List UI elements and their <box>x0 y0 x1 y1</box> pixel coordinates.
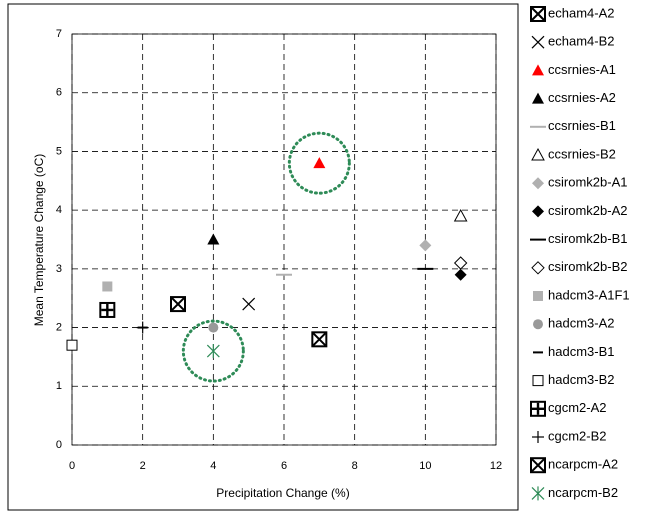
marker-shape <box>66 339 78 351</box>
plot-frame <box>7 3 519 511</box>
y-tick-label: 4 <box>56 204 62 216</box>
legend-marker <box>533 291 543 301</box>
legend-marker <box>531 35 545 49</box>
y-tick-label: 1 <box>56 380 62 392</box>
marker-stroke <box>531 7 545 21</box>
marker-stroke <box>312 332 327 347</box>
point <box>66 339 78 351</box>
point <box>453 208 468 222</box>
legend-label: hadcm3-B2 <box>548 372 614 387</box>
marker-stroke <box>531 35 545 49</box>
legend-label: ccsrnies-A2 <box>548 90 616 105</box>
marker-shape <box>532 64 544 76</box>
plot-area <box>71 33 497 446</box>
legend-label: hadcm3-A2 <box>548 316 614 331</box>
marker-stroke <box>171 297 185 311</box>
point <box>136 321 149 334</box>
point <box>311 331 328 348</box>
legend-marker <box>532 177 544 190</box>
y-tick-label: 5 <box>56 145 62 157</box>
marker-shape <box>532 177 544 190</box>
marker-shape <box>531 147 545 161</box>
legend-marker <box>533 319 543 330</box>
marker-shape <box>453 208 468 222</box>
point <box>170 296 186 313</box>
legend-label: csiromk2b-B1 <box>548 231 627 246</box>
legend-label: csiromk2b-B2 <box>548 259 627 274</box>
legend-label: hadcm3-B1 <box>548 344 614 359</box>
marker-shape <box>532 375 544 387</box>
legend-marker <box>532 64 544 76</box>
highlight-ring <box>181 319 245 383</box>
x-tick-label: 6 <box>281 460 287 472</box>
legend-label: csiromk2b-A2 <box>548 203 627 218</box>
marker-shape <box>531 261 545 275</box>
highlight-ring <box>287 131 351 195</box>
legend-label: csiromk2b-A1 <box>548 175 627 190</box>
marker-shape <box>207 233 220 245</box>
legend-marker <box>531 147 545 161</box>
y-tick-label: 7 <box>56 28 62 40</box>
x-tick-label: 10 <box>419 460 431 472</box>
legend-marker <box>532 92 544 104</box>
y-tick-label: 0 <box>56 439 62 451</box>
y-tick-label: 6 <box>56 87 62 99</box>
point <box>102 281 113 292</box>
legend-label: cgcm2-B2 <box>548 428 607 443</box>
legend-label: ccsrnies-B2 <box>548 146 616 161</box>
x-tick-label: 4 <box>210 460 216 472</box>
y-tick-label: 2 <box>56 321 62 333</box>
marker-shape <box>454 268 467 281</box>
x-tick-label: 12 <box>490 460 502 472</box>
point <box>99 301 116 318</box>
marker-stroke <box>531 458 545 472</box>
point <box>242 297 256 311</box>
marker-shape <box>313 157 326 169</box>
marker-shape <box>533 291 543 301</box>
legend-marker <box>532 431 544 443</box>
x-tick-label: 8 <box>352 460 358 472</box>
legend-label: ncarpcm-B2 <box>548 485 618 500</box>
legend-label: echam4-A2 <box>548 5 614 20</box>
x-tick-label: 0 <box>69 460 75 472</box>
point <box>206 344 220 359</box>
legend-marker <box>530 457 546 474</box>
legend-marker <box>532 205 544 218</box>
marker-shape <box>532 205 544 218</box>
legend-label: ncarpcm-A2 <box>548 457 618 472</box>
marker-shape <box>208 322 219 333</box>
legend-marker <box>532 375 544 387</box>
y-tick-label: 3 <box>56 263 62 275</box>
marker-shape <box>532 92 544 104</box>
marker-shape <box>419 239 432 252</box>
marker-shape <box>453 256 468 270</box>
marker-shape <box>533 319 543 330</box>
legend-label: cgcm2-A2 <box>548 400 607 415</box>
marker-shape <box>102 281 113 292</box>
legend-label: echam4-B2 <box>548 34 614 49</box>
legend-label: ccsrnies-B1 <box>548 118 616 133</box>
x-tick-label: 2 <box>140 460 146 472</box>
point <box>207 233 220 245</box>
point <box>453 256 468 270</box>
legend-marker <box>531 486 545 501</box>
legend-marker <box>531 261 545 275</box>
point <box>313 157 326 169</box>
point <box>419 239 432 252</box>
point <box>208 322 219 333</box>
marker-stroke <box>242 297 256 311</box>
x-axis-label: Precipitation Change (%) <box>216 486 349 500</box>
legend-label: hadcm3-A1F1 <box>548 287 630 302</box>
y-axis-label: Mean Temperature Change (oC) <box>32 154 46 327</box>
legend-label: ccsrnies-A1 <box>548 62 616 77</box>
legend-marker <box>530 400 546 417</box>
point <box>454 268 467 281</box>
legend-marker <box>530 6 546 22</box>
